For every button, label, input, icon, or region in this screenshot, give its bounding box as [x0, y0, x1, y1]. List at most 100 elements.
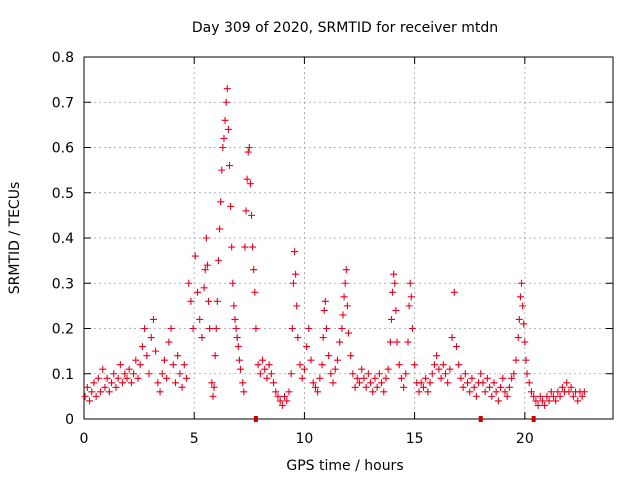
data-point [156, 388, 164, 396]
data-point [265, 361, 273, 369]
data-point [235, 356, 243, 364]
data-point [387, 315, 395, 323]
data-point [406, 279, 414, 287]
data-point [426, 379, 434, 387]
data-point [254, 361, 262, 369]
data-point [288, 325, 296, 332]
data-point [112, 383, 120, 391]
data-point [228, 243, 236, 251]
data-point [510, 370, 518, 378]
y-tick-label: 0.8 [52, 50, 74, 66]
data-point [490, 379, 498, 387]
data-point [293, 302, 301, 310]
data-point [338, 325, 346, 332]
data-point [384, 365, 392, 373]
data-point [125, 365, 133, 373]
y-tick-label: 0.7 [52, 95, 74, 111]
x-tick-label: 0 [80, 431, 89, 447]
data-point [483, 374, 491, 382]
data-point [532, 397, 540, 405]
data-point [395, 361, 403, 369]
data-point [259, 356, 267, 364]
data-point [516, 293, 524, 301]
data-point [229, 279, 237, 287]
data-point [230, 302, 238, 310]
data-point [249, 243, 257, 251]
data-point [189, 325, 197, 332]
data-point [231, 315, 239, 323]
data-point [222, 98, 230, 106]
data-point [134, 374, 142, 382]
data-point [227, 202, 235, 210]
data-point [261, 365, 269, 373]
data-point [336, 338, 344, 346]
data-point [203, 261, 211, 269]
data-point [180, 361, 188, 369]
data-point [141, 325, 149, 332]
data-point [404, 338, 412, 346]
data-point [430, 361, 438, 369]
y-tick-label: 0.1 [52, 367, 74, 383]
data-point [88, 388, 96, 396]
data-point [514, 334, 522, 342]
data-point [331, 365, 339, 373]
data-point [208, 379, 216, 387]
axis-marker [478, 416, 483, 422]
data-point [545, 397, 553, 405]
data-point [218, 166, 226, 174]
data-point [521, 338, 529, 346]
data-point [563, 379, 571, 387]
data-point [393, 338, 401, 346]
data-point [505, 383, 513, 391]
data-point [245, 144, 253, 151]
x-tick-label: 15 [406, 431, 424, 447]
data-point [574, 397, 582, 405]
data-point [391, 279, 399, 287]
data-point [309, 379, 317, 387]
data-point [375, 370, 383, 378]
data-point [499, 374, 507, 382]
data-point [378, 379, 386, 387]
data-point [292, 270, 300, 278]
y-tick-label: 0.2 [52, 322, 74, 338]
data-point [468, 374, 476, 382]
data-point [522, 356, 530, 364]
data-point [176, 370, 184, 378]
data-point [267, 370, 275, 378]
data-point [209, 392, 217, 400]
data-point [160, 356, 168, 364]
data-point [138, 343, 146, 351]
plot-frame [83, 56, 614, 420]
data-point [515, 315, 523, 323]
data-point [367, 379, 375, 387]
data-point [464, 379, 472, 387]
data-point [256, 370, 264, 378]
data-point [472, 392, 480, 400]
data-point [565, 388, 573, 396]
data-point [343, 302, 351, 310]
data-point [248, 211, 256, 219]
data-point [123, 374, 131, 382]
data-point [285, 388, 293, 396]
data-point [236, 365, 244, 373]
data-point [290, 248, 298, 256]
data-point [276, 397, 284, 405]
data-point [223, 85, 231, 93]
data-point [534, 401, 542, 409]
data-point [329, 379, 337, 387]
data-point [373, 383, 381, 391]
data-point [316, 374, 324, 382]
data-point [419, 383, 427, 391]
data-point [103, 374, 111, 382]
data-point [325, 352, 333, 360]
x-tick-label: 5 [190, 431, 199, 447]
data-point [486, 383, 494, 391]
data-point [488, 392, 496, 400]
axis-marker [531, 416, 536, 422]
x-axis-label: GPS time / hours [286, 458, 403, 474]
axis-marker [253, 416, 258, 422]
data-point [243, 175, 251, 183]
data-point [567, 383, 575, 391]
data-point [83, 383, 91, 391]
data-point [422, 374, 430, 382]
